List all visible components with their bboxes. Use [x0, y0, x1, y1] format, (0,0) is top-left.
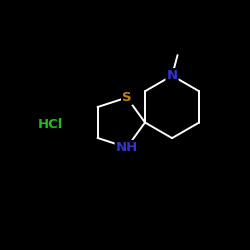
Text: N: N [166, 69, 178, 82]
Text: HCl: HCl [37, 118, 63, 132]
Text: S: S [122, 91, 132, 104]
Text: NH: NH [116, 141, 138, 154]
